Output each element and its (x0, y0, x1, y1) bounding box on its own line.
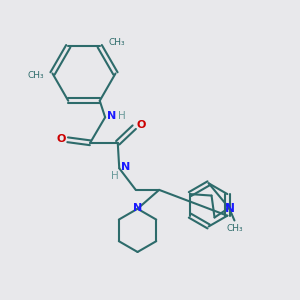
Text: N: N (107, 111, 116, 121)
Text: N: N (121, 162, 130, 172)
Text: CH₃: CH₃ (108, 38, 125, 47)
Text: O: O (136, 120, 146, 130)
Text: N: N (133, 203, 142, 213)
Text: N: N (225, 202, 235, 215)
Text: H: H (118, 111, 126, 121)
Text: O: O (56, 134, 66, 144)
Text: CH₃: CH₃ (226, 224, 243, 233)
Text: H: H (112, 171, 119, 181)
Text: CH₃: CH₃ (28, 70, 44, 80)
